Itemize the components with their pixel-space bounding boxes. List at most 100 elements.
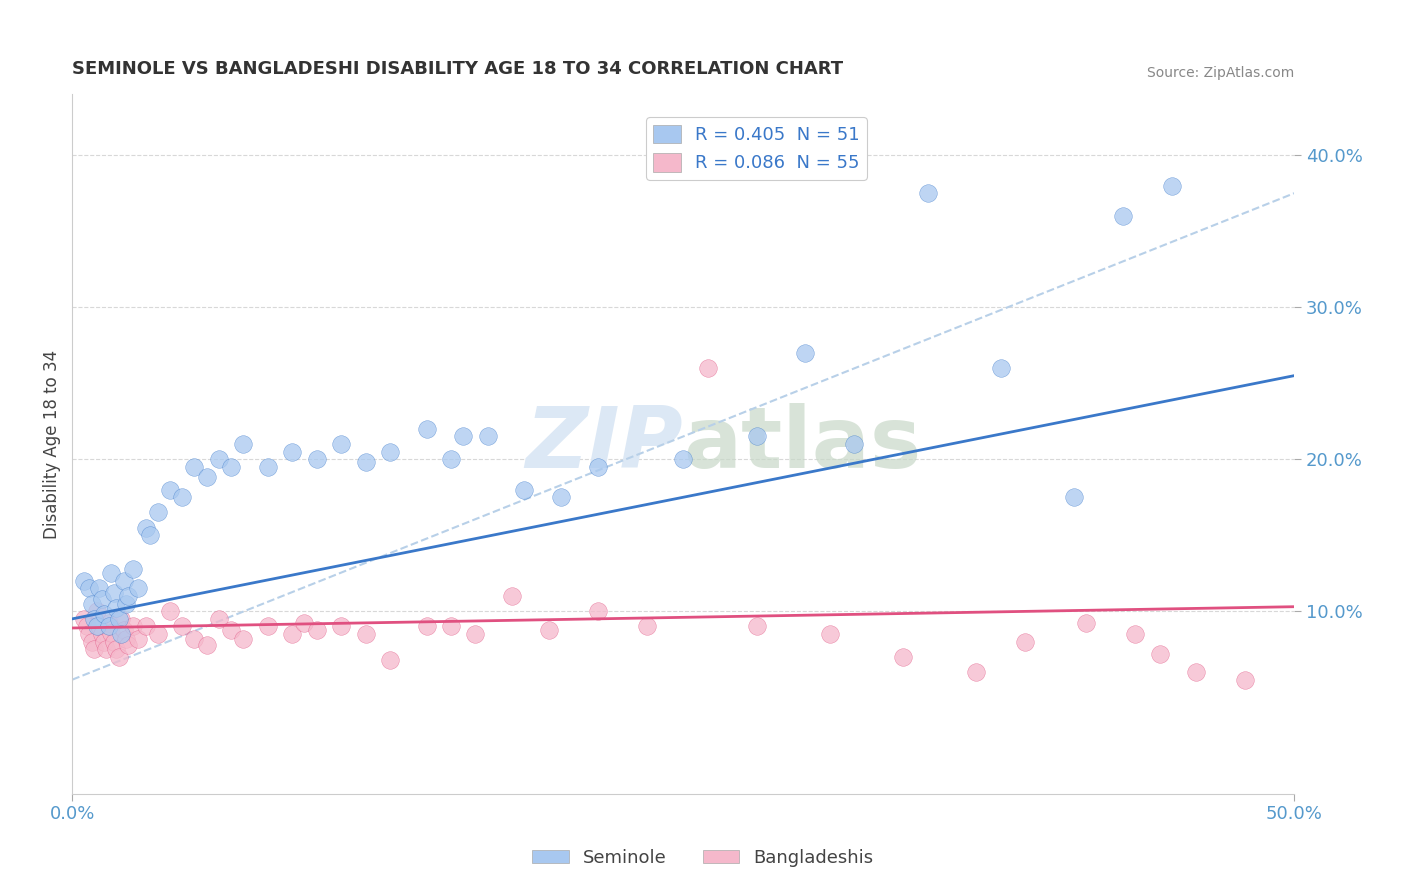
Point bbox=[1234, 673, 1257, 687]
Point bbox=[146, 506, 169, 520]
Point bbox=[1063, 490, 1085, 504]
Point bbox=[80, 634, 103, 648]
Point bbox=[586, 604, 609, 618]
Point bbox=[83, 612, 105, 626]
Point bbox=[1112, 209, 1135, 223]
Point bbox=[294, 616, 316, 631]
Point bbox=[537, 623, 560, 637]
Point bbox=[891, 649, 914, 664]
Text: SEMINOLE VS BANGLADESHI DISABILITY AGE 18 TO 34 CORRELATION CHART: SEMINOLE VS BANGLADESHI DISABILITY AGE 1… bbox=[72, 60, 844, 78]
Point bbox=[305, 623, 328, 637]
Point bbox=[745, 429, 768, 443]
Point bbox=[115, 597, 138, 611]
Point bbox=[73, 574, 96, 588]
Point bbox=[159, 604, 181, 618]
Point bbox=[586, 459, 609, 474]
Point bbox=[513, 483, 536, 497]
Point bbox=[818, 627, 841, 641]
Point bbox=[122, 619, 145, 633]
Point bbox=[183, 632, 205, 646]
Point bbox=[110, 612, 132, 626]
Point bbox=[139, 528, 162, 542]
Point bbox=[90, 592, 112, 607]
Point bbox=[354, 627, 377, 641]
Point bbox=[172, 619, 194, 633]
Point bbox=[86, 604, 108, 618]
Point bbox=[103, 586, 125, 600]
Point bbox=[96, 642, 118, 657]
Point bbox=[281, 444, 304, 458]
Point bbox=[451, 429, 474, 443]
Point bbox=[844, 437, 866, 451]
Point bbox=[794, 346, 817, 360]
Point bbox=[115, 632, 138, 646]
Point bbox=[550, 490, 572, 504]
Point bbox=[672, 452, 695, 467]
Point bbox=[117, 638, 139, 652]
Point bbox=[79, 582, 101, 596]
Point bbox=[159, 483, 181, 497]
Point bbox=[127, 582, 149, 596]
Point bbox=[1076, 616, 1098, 631]
Point bbox=[127, 632, 149, 646]
Point bbox=[107, 612, 129, 626]
Point bbox=[135, 619, 157, 633]
Point bbox=[232, 437, 254, 451]
Point bbox=[281, 627, 304, 641]
Legend: R = 0.405  N = 51, R = 0.086  N = 55: R = 0.405 N = 51, R = 0.086 N = 55 bbox=[647, 118, 868, 179]
Point bbox=[86, 619, 108, 633]
Point bbox=[195, 470, 218, 484]
Legend: Seminole, Bangladeshis: Seminole, Bangladeshis bbox=[526, 842, 880, 874]
Point bbox=[93, 634, 115, 648]
Point bbox=[90, 627, 112, 641]
Point bbox=[477, 429, 499, 443]
Point bbox=[97, 616, 120, 631]
Point bbox=[103, 634, 125, 648]
Point bbox=[122, 562, 145, 576]
Point bbox=[256, 619, 278, 633]
Point bbox=[378, 653, 401, 667]
Point bbox=[636, 619, 658, 633]
Point bbox=[232, 632, 254, 646]
Point bbox=[415, 422, 437, 436]
Point bbox=[917, 186, 939, 201]
Point bbox=[208, 612, 231, 626]
Point bbox=[87, 619, 110, 633]
Point bbox=[110, 627, 132, 641]
Point bbox=[97, 619, 120, 633]
Point bbox=[440, 452, 463, 467]
Point bbox=[93, 607, 115, 622]
Point bbox=[105, 601, 128, 615]
Point bbox=[172, 490, 194, 504]
Point bbox=[966, 665, 988, 679]
Point bbox=[378, 444, 401, 458]
Text: atlas: atlas bbox=[683, 402, 921, 485]
Point bbox=[219, 623, 242, 637]
Y-axis label: Disability Age 18 to 34: Disability Age 18 to 34 bbox=[44, 350, 60, 539]
Point bbox=[1014, 634, 1036, 648]
Point bbox=[76, 619, 98, 633]
Point bbox=[100, 566, 122, 581]
Point bbox=[112, 623, 135, 637]
Point bbox=[330, 619, 353, 633]
Text: Source: ZipAtlas.com: Source: ZipAtlas.com bbox=[1147, 66, 1294, 80]
Point bbox=[146, 627, 169, 641]
Point bbox=[305, 452, 328, 467]
Point bbox=[745, 619, 768, 633]
Point bbox=[696, 361, 718, 376]
Point bbox=[256, 459, 278, 474]
Point bbox=[1185, 665, 1208, 679]
Point bbox=[195, 638, 218, 652]
Point bbox=[105, 642, 128, 657]
Point bbox=[440, 619, 463, 633]
Point bbox=[208, 452, 231, 467]
Point bbox=[183, 459, 205, 474]
Point bbox=[117, 589, 139, 603]
Point bbox=[100, 625, 122, 640]
Point bbox=[80, 597, 103, 611]
Point bbox=[219, 459, 242, 474]
Point bbox=[1149, 647, 1171, 661]
Point bbox=[87, 582, 110, 596]
Point bbox=[990, 361, 1012, 376]
Point bbox=[1123, 627, 1146, 641]
